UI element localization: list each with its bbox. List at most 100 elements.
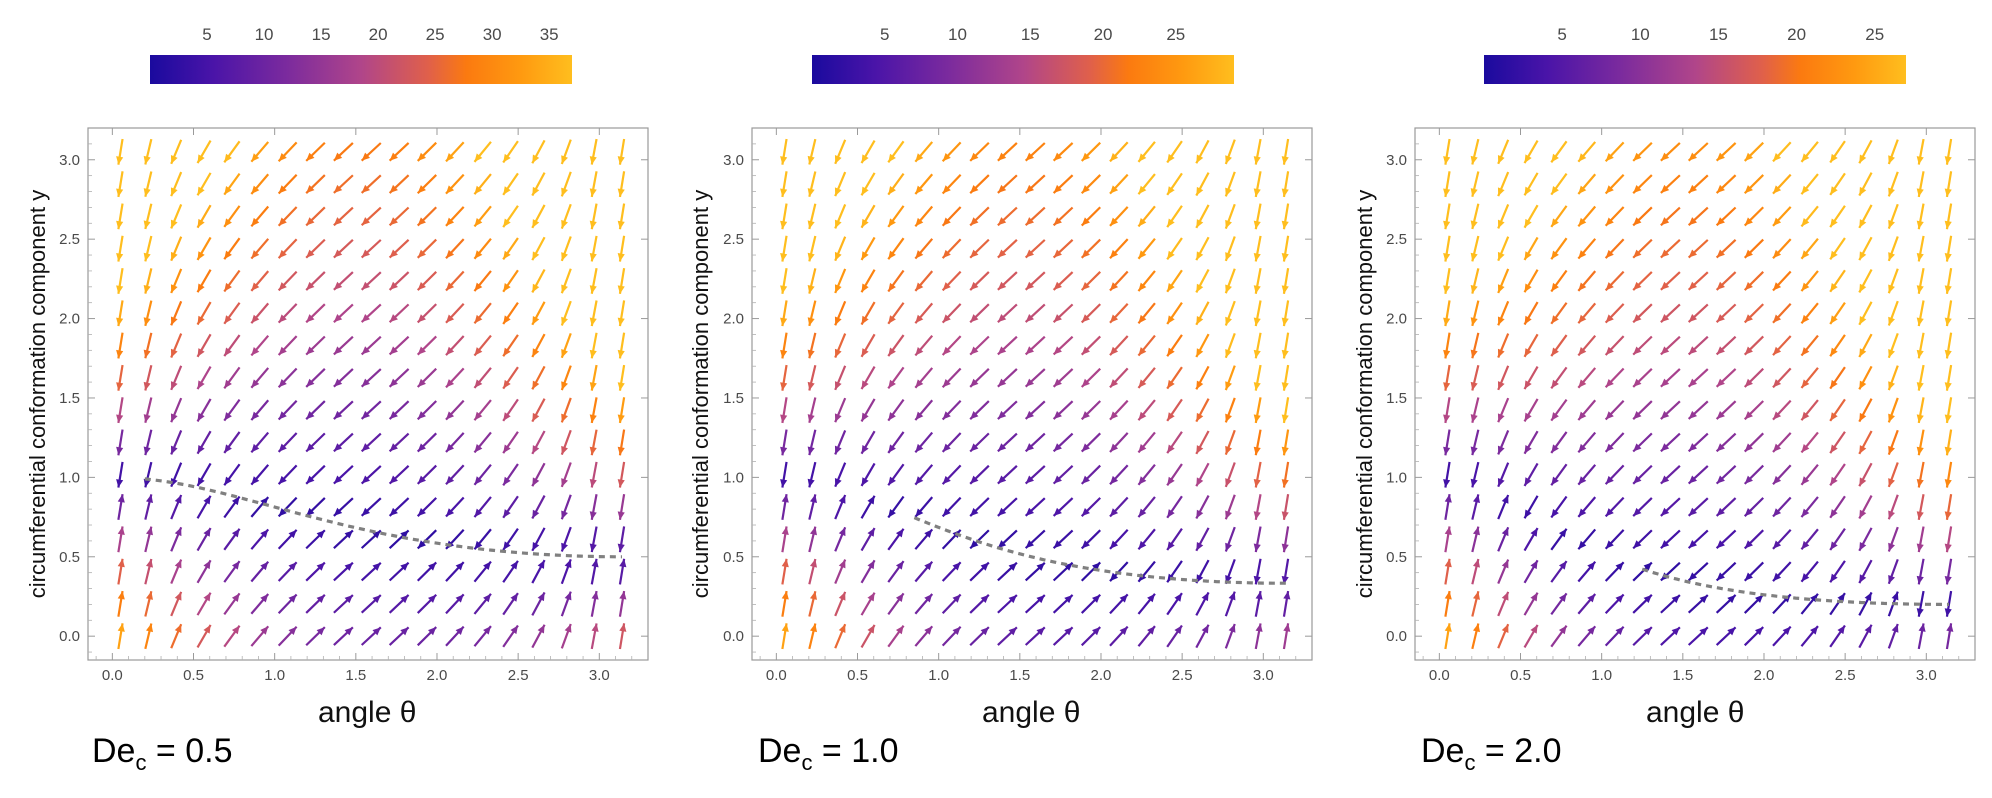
vector-arrow — [807, 171, 817, 198]
panel-3: 5 10 15 20 25 0.0 0.5 1.0 1.5 2.0 2.5 3.0 0.0 0.5 1.0… — [1352, 25, 1976, 775]
vector-arrow — [1772, 399, 1792, 421]
vector-arrow — [560, 559, 572, 585]
vector-arrow — [445, 173, 465, 195]
vector-arrow — [170, 494, 183, 520]
vector-arrow — [1632, 206, 1653, 227]
x-tick-label: 3.0 — [589, 667, 610, 684]
vector-arrow — [223, 140, 241, 163]
vector-arrow — [860, 269, 876, 293]
vector-arrow — [445, 206, 465, 227]
vector-arrows — [780, 138, 1291, 650]
vector-arrow — [1195, 333, 1210, 358]
vector-arrow — [473, 237, 492, 260]
vector-arrow — [781, 558, 789, 585]
x-tick-label: 1.5 — [1009, 667, 1030, 684]
vector-arrow — [887, 205, 905, 228]
x-tick-label: 1.0 — [1591, 667, 1612, 684]
vector-arrow — [502, 269, 519, 293]
colorbar-tick-label: 25 — [1166, 25, 1185, 44]
vector-arrow — [1497, 236, 1510, 262]
vector-arrow — [1224, 526, 1236, 552]
vector-arrow — [1052, 368, 1074, 388]
vector-arrow — [1166, 431, 1183, 454]
vector-arrow — [1916, 235, 1925, 262]
vector-arrow — [997, 626, 1018, 646]
vector-arrow — [1743, 141, 1764, 162]
vector-arrow — [1254, 623, 1263, 650]
vector-arrow — [560, 462, 572, 488]
vector-arrow — [1137, 270, 1156, 292]
vector-arrow — [617, 494, 626, 521]
vector-arrow — [780, 300, 788, 327]
vector-arrow — [589, 332, 598, 359]
vector-arrow — [305, 206, 326, 227]
plot-area — [751, 127, 1313, 661]
vector-arrow — [1137, 399, 1156, 421]
vector-arrow — [116, 235, 124, 262]
vector-arrow — [1497, 333, 1510, 358]
vector-arrow — [277, 529, 298, 550]
x-tick-label: 0.0 — [766, 667, 787, 684]
vector-arrow — [196, 366, 212, 390]
vector-arrow — [1660, 529, 1681, 549]
colorbar-tick-label: 25 — [426, 25, 445, 44]
vector-arrow — [1080, 141, 1101, 162]
vector-arrow — [1743, 529, 1764, 550]
vector-arrow — [969, 432, 990, 453]
vector-arrow — [531, 236, 546, 261]
vector-arrow — [1604, 593, 1625, 615]
vector-arrow — [941, 496, 962, 518]
vector-arrow — [1604, 432, 1625, 453]
vector-arrow — [1800, 496, 1819, 518]
vector-arrow — [941, 335, 962, 356]
vector-arrow — [1137, 302, 1156, 325]
vector-arrow — [808, 558, 817, 585]
colorbar-bar — [812, 55, 1234, 84]
vector-arrow — [1800, 270, 1819, 292]
y-tick-label: 0.5 — [1386, 549, 1407, 566]
vector-arrow — [473, 367, 492, 389]
vector-arrow — [502, 624, 519, 648]
vector-arrow — [1195, 462, 1210, 487]
vector-arrow — [834, 236, 847, 262]
vector-arrow — [1024, 142, 1046, 162]
vector-arrow — [1253, 332, 1262, 359]
vector-arrow — [914, 593, 934, 615]
vector-arrow — [834, 623, 847, 649]
vector-arrow — [941, 303, 962, 324]
vector-arrow — [388, 142, 410, 162]
vector-arrow — [1887, 397, 1899, 423]
vector-arrow — [1024, 239, 1046, 259]
vector-arrow — [1052, 142, 1074, 162]
vector-arrow — [1858, 430, 1873, 455]
axis-ticks: 0.0 0.5 1.0 1.5 2.0 2.5 3.0 0.0 0.5 1.0 1.5 2.0 2.5 3… — [1386, 128, 1975, 684]
vector-arrow — [617, 526, 626, 553]
colorbar-bar — [1484, 55, 1906, 84]
vector-arrow — [1858, 333, 1873, 358]
vector-arrow — [1224, 332, 1236, 359]
vector-arrow — [1916, 171, 1925, 198]
vector-arrow — [1195, 365, 1210, 390]
vector-arrow — [1281, 300, 1290, 327]
vector-arrow — [473, 431, 492, 454]
vector-arrow — [1800, 367, 1819, 389]
vector-arrow — [196, 559, 212, 584]
vector-arrow — [590, 623, 599, 650]
vector-arrow — [388, 529, 410, 550]
vector-arrow — [1660, 626, 1681, 646]
vector-arrow — [1858, 527, 1873, 552]
vector-arrow — [1281, 494, 1290, 521]
vector-arrow — [1550, 398, 1568, 422]
vector-arrow — [1497, 591, 1510, 617]
vector-arrow — [1471, 590, 1480, 617]
vector-arrow — [1109, 141, 1129, 163]
vector-arrow — [1224, 429, 1236, 456]
vector-arrow — [1632, 368, 1653, 388]
vector-arrow — [473, 173, 492, 195]
vector-arrow — [196, 204, 212, 229]
vector-arrow — [1887, 268, 1899, 294]
vector-arrow — [360, 626, 382, 646]
vector-arrow — [1224, 623, 1236, 649]
vector-arrow — [1829, 463, 1846, 487]
vector-arrow — [116, 138, 124, 165]
